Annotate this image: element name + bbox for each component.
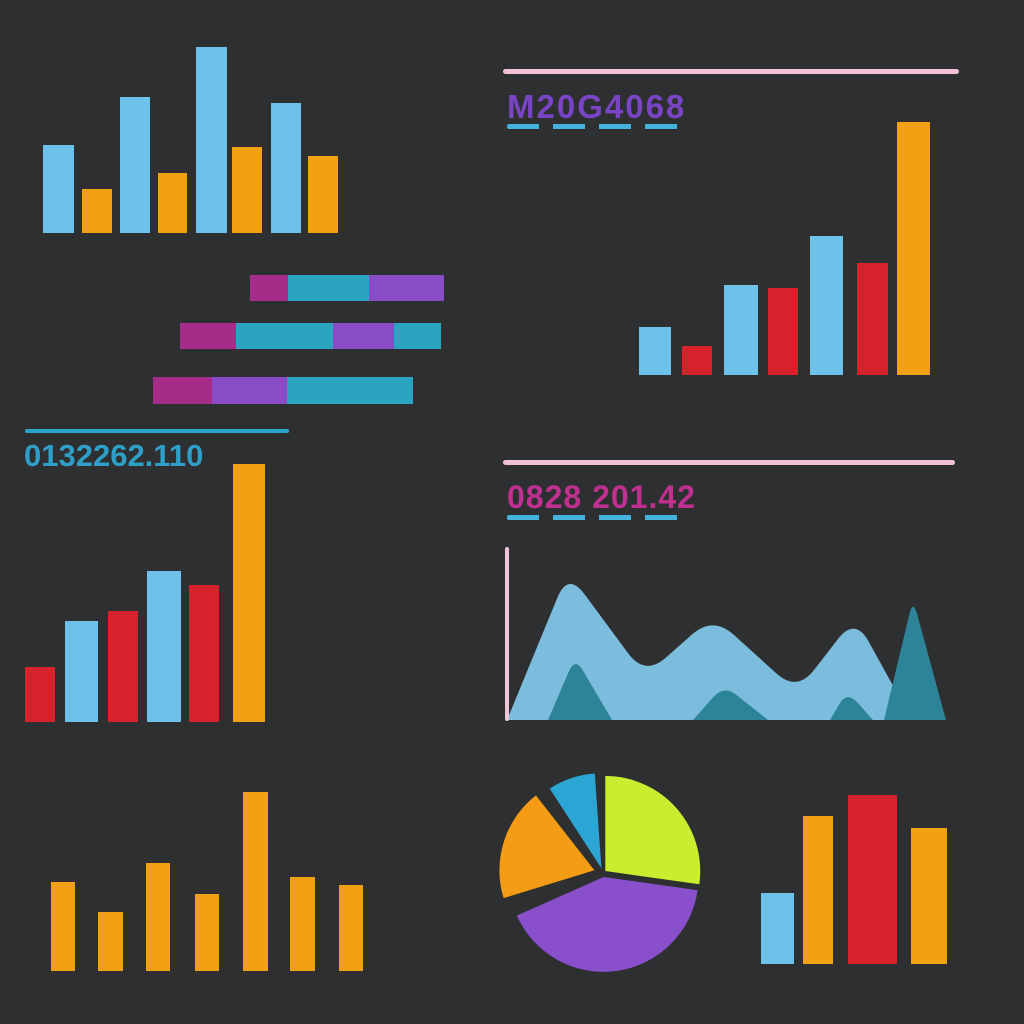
left-number-label: 0132262.110: [24, 438, 204, 473]
area-peak-back: [693, 690, 768, 720]
top-left-bars: [43, 47, 338, 233]
bar: [82, 189, 112, 233]
stacked-segment: [333, 323, 394, 349]
stacked-segment: [236, 323, 333, 349]
pie-slice-blue: [549, 773, 602, 869]
bar: [120, 97, 150, 233]
area-peak-back: [830, 697, 873, 720]
bar: [147, 571, 181, 722]
bar: [339, 885, 363, 971]
stacked-segment: [212, 377, 287, 404]
area-mountains-front: [507, 584, 912, 720]
bar: [146, 863, 170, 971]
bar: [189, 585, 219, 722]
bar: [897, 122, 930, 375]
bar: [911, 828, 947, 964]
stacked-segment: [250, 275, 288, 301]
pink-top-rule: [503, 69, 959, 74]
area-chart: [507, 584, 946, 720]
bar: [196, 47, 227, 233]
stacked-segment: [288, 275, 369, 301]
bar: [768, 288, 798, 375]
bar: [108, 611, 138, 722]
bottom-right-bars: [761, 795, 947, 964]
dashed-underline-mid-right: [507, 515, 679, 520]
area-chart-y-axis: [505, 547, 509, 721]
pie-slice-lime: [605, 776, 701, 885]
bar: [43, 145, 74, 233]
bar: [25, 667, 55, 722]
bar: [682, 346, 712, 375]
bar: [308, 156, 338, 233]
mid-left-bars: [25, 464, 265, 722]
area-peak-back: [884, 606, 946, 720]
stacked-segment: [287, 377, 413, 404]
bar: [848, 795, 897, 964]
area-peak-back: [548, 664, 612, 720]
top-right-bars: [639, 122, 930, 375]
stacked-horizontal-bars: [153, 275, 444, 404]
bar: [810, 236, 843, 375]
bar: [243, 792, 268, 971]
pie-slice-purple: [516, 877, 698, 972]
bar: [233, 464, 265, 722]
stacked-segment: [153, 377, 212, 404]
bar: [65, 621, 98, 722]
bar: [803, 816, 833, 964]
bar: [158, 173, 187, 233]
stacked-segment: [394, 323, 441, 349]
pie-chart: [499, 773, 701, 972]
pink-middle-rule: [503, 460, 955, 465]
bottom-left-bars: [51, 792, 363, 971]
bar: [857, 263, 888, 375]
stacked-segment: [180, 323, 236, 349]
mid-right-number-label: 0828 201.42: [507, 479, 696, 515]
top-right-number-label: M20G4068: [507, 88, 687, 125]
bar: [290, 877, 315, 971]
bar: [639, 327, 671, 375]
teal-underline-rule: [25, 429, 289, 433]
bar: [724, 285, 758, 375]
bar: [51, 882, 75, 971]
stacked-segment: [369, 275, 444, 301]
bar: [271, 103, 301, 233]
bar: [232, 147, 262, 233]
pie-slice-orange: [499, 795, 595, 899]
bar: [98, 912, 123, 971]
bar: [195, 894, 219, 971]
dashed-underline-top-right: [507, 124, 679, 129]
bar: [761, 893, 794, 964]
